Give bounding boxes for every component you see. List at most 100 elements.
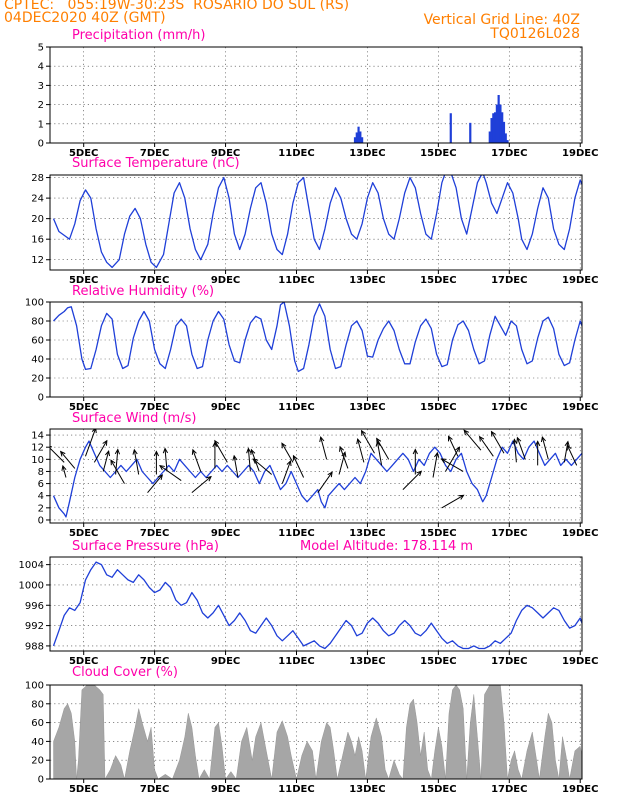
y-tick-label: 20 bbox=[31, 756, 44, 767]
wind-arrow bbox=[159, 465, 182, 481]
wind-arrowhead bbox=[535, 440, 541, 447]
wind-frame bbox=[49, 428, 583, 524]
x-tick-label: 5DEC bbox=[69, 656, 98, 667]
wind-arrowhead bbox=[412, 448, 418, 455]
wind-arrow bbox=[60, 451, 76, 469]
y-tick-label: 20 bbox=[31, 374, 44, 385]
wind-arrowhead bbox=[512, 438, 518, 445]
wind-arrowhead bbox=[478, 435, 485, 442]
temp-line bbox=[52, 175, 582, 269]
x-tick-label: 19DEC bbox=[562, 656, 598, 667]
x-tick-label: 11DEC bbox=[278, 528, 314, 539]
rh-frame bbox=[49, 301, 583, 398]
wind-arrowhead bbox=[339, 445, 344, 452]
wind-arrow bbox=[320, 436, 328, 460]
x-tick-label: 7DEC bbox=[140, 528, 169, 539]
wind-arrowhead bbox=[356, 438, 362, 445]
x-tick-label: 13DEC bbox=[349, 528, 385, 539]
wind-arrow bbox=[133, 449, 140, 475]
y-tick-label: 1 bbox=[38, 119, 44, 130]
wind-arrow bbox=[516, 437, 526, 460]
y-tick-label: 16 bbox=[31, 235, 44, 246]
x-tick-label: 7DEC bbox=[140, 275, 169, 286]
x-tick-label: 5DEC bbox=[69, 148, 98, 159]
x-tick-label: 15DEC bbox=[420, 148, 456, 159]
wind-arrow bbox=[448, 436, 459, 457]
wind-arrowhead bbox=[319, 435, 325, 443]
x-tick-label: 9DEC bbox=[211, 148, 240, 159]
precip-bar bbox=[359, 131, 362, 143]
wind-arrowhead bbox=[250, 448, 256, 455]
wind-arrow bbox=[376, 438, 390, 460]
precip-panel: 0 1 2 3 4 5 5DEC 7DEC 9DEC 11DEC 13DEC 15DEC 17DEC 19… bbox=[38, 43, 599, 160]
precip-bar bbox=[357, 126, 360, 143]
rh-series bbox=[53, 302, 582, 373]
wind-arrow bbox=[357, 439, 365, 463]
wind-arrowhead bbox=[281, 442, 287, 449]
y-tick-label: 0 bbox=[38, 515, 44, 526]
wind-arrow bbox=[541, 436, 549, 460]
rh-title: Relative Humidity (%) bbox=[72, 284, 215, 299]
y-tick-label: 5 bbox=[38, 43, 44, 54]
wind-arrowhead bbox=[286, 459, 292, 467]
y-tick-label: 100 bbox=[25, 298, 44, 309]
wind-arrowhead bbox=[102, 439, 108, 446]
wind-arrowhead bbox=[232, 454, 238, 461]
wind-arrowhead bbox=[153, 450, 160, 457]
pres-line bbox=[52, 561, 582, 650]
y-tick-label: 4 bbox=[38, 491, 44, 502]
y-tick-label: 40 bbox=[31, 355, 44, 366]
precip-bar bbox=[355, 132, 358, 143]
x-tick-label: 13DEC bbox=[349, 656, 385, 667]
x-tick-label: 7DEC bbox=[140, 784, 169, 795]
wind-arrowhead bbox=[440, 458, 447, 464]
x-tick-label: 17DEC bbox=[491, 148, 527, 159]
precip-bar bbox=[504, 133, 507, 143]
wind-arrow bbox=[115, 449, 119, 475]
wind-arrowhead bbox=[540, 435, 546, 443]
y-tick-label: 20 bbox=[31, 214, 44, 225]
wind-arrow bbox=[463, 429, 482, 451]
x-tick-label: 13DEC bbox=[349, 784, 385, 795]
y-tick-label: 40 bbox=[31, 737, 44, 748]
model-altitude: Model Altitude: 178.114 m bbox=[300, 539, 474, 554]
wind-arrow bbox=[233, 455, 239, 478]
wind-arrowhead bbox=[114, 448, 121, 455]
wind-arrowhead bbox=[516, 436, 522, 443]
wind-arrowhead bbox=[360, 429, 366, 436]
wind-arrowhead bbox=[59, 450, 66, 457]
wind-arrow bbox=[479, 436, 494, 457]
precip-bar bbox=[469, 122, 472, 143]
wind-arrow bbox=[192, 449, 202, 472]
x-tick-label: 7DEC bbox=[140, 148, 169, 159]
wind-arrowhead bbox=[327, 471, 333, 478]
y-tick-label: 28 bbox=[31, 173, 44, 184]
x-tick-label: 9DEC bbox=[211, 784, 240, 795]
cloud-panel: 0 20 40 60 80 100 5DEC 7DEC 9DEC 11DEC 13DEC 15DEC 1… bbox=[25, 681, 599, 796]
wind-arrow bbox=[281, 460, 291, 484]
rh-panel: 0 20 40 60 80 100 5DEC 7DEC 9DEC 11DEC 13DEC 15DEC 1… bbox=[25, 298, 599, 414]
wind-arrowhead bbox=[458, 494, 465, 500]
x-tick-label: 9DEC bbox=[211, 402, 240, 413]
x-tick-label: 5DEC bbox=[69, 784, 98, 795]
precip-bar bbox=[499, 104, 502, 143]
y-tick-label: 12 bbox=[31, 443, 44, 454]
wind-arrow bbox=[164, 448, 168, 472]
wind-arrowhead bbox=[375, 440, 381, 447]
x-tick-label: 13DEC bbox=[349, 402, 385, 413]
wind-arrow bbox=[491, 431, 505, 454]
wind-arrow bbox=[432, 452, 438, 478]
wind-arrowhead bbox=[132, 448, 138, 455]
y-tick-label: 996 bbox=[25, 601, 44, 612]
x-tick-label: 19DEC bbox=[562, 148, 598, 159]
x-tick-label: 13DEC bbox=[349, 275, 385, 286]
wind-arrowhead bbox=[191, 448, 197, 455]
y-tick-label: 0 bbox=[38, 775, 44, 786]
date-header: 04DEC2020 40Z (GMT) bbox=[4, 10, 166, 26]
x-tick-label: 11DEC bbox=[278, 275, 314, 286]
y-tick-label: 60 bbox=[31, 336, 44, 347]
y-tick-label: 2 bbox=[38, 100, 44, 111]
wind-title: Surface Wind (m/s) bbox=[72, 411, 197, 426]
